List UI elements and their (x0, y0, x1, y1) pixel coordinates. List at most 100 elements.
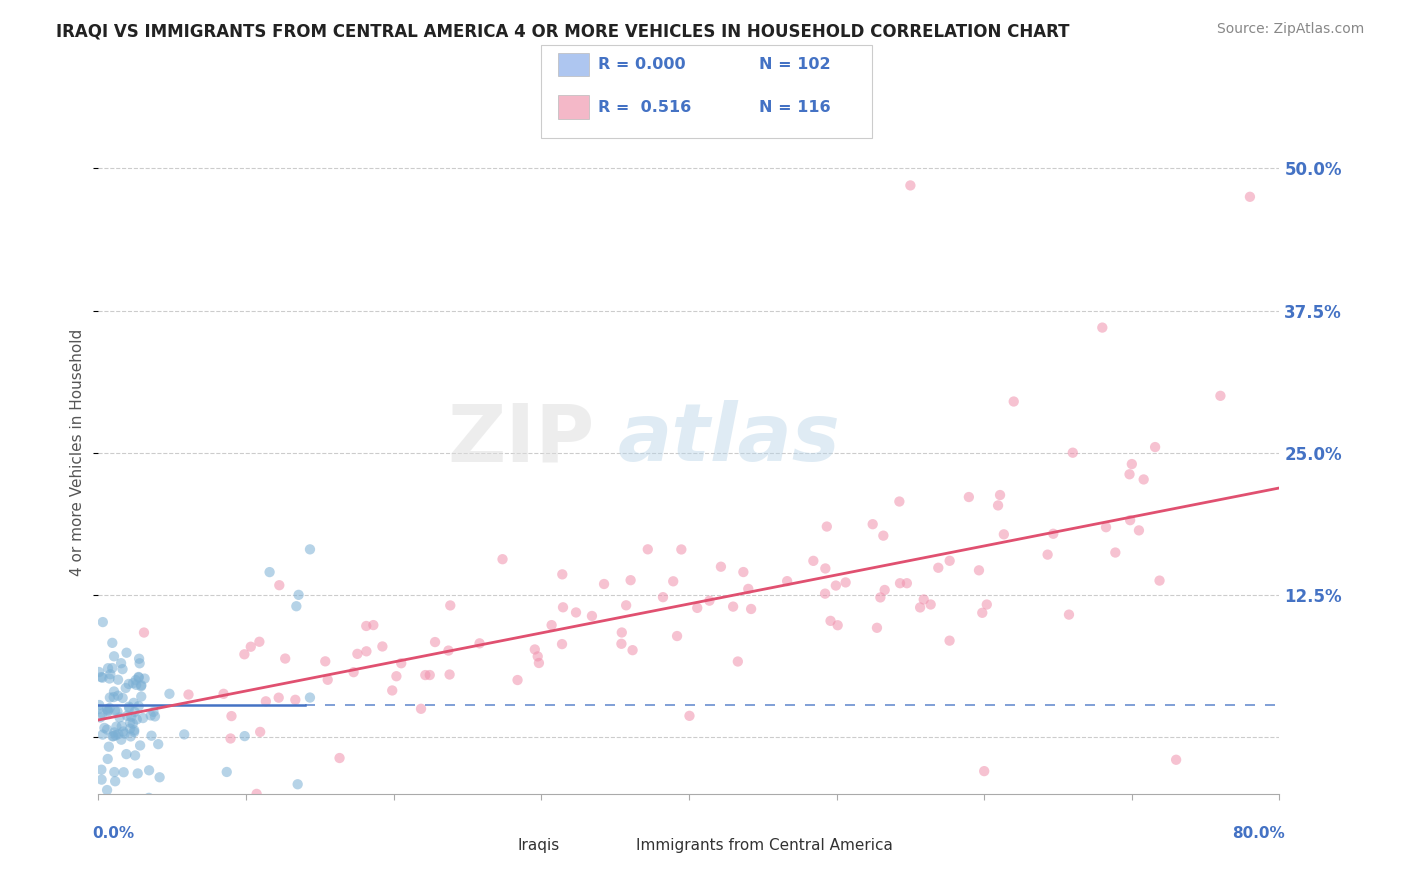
Point (721, 599, 744, 614)
Point (219, 731, 242, 746)
Point (298, 690, 321, 705)
Point (101, 730, 124, 744)
Point (972, 606, 994, 620)
Point (551, 567, 574, 582)
Text: Iraqis: Iraqis (517, 838, 560, 853)
Point (419, 668, 441, 682)
Point (637, 542, 659, 557)
Point (129, 739, 152, 753)
Point (149, 770, 172, 784)
Point (614, 599, 637, 613)
Point (1144, 440, 1167, 454)
Point (159, 687, 181, 701)
Text: 0.0%: 0.0% (93, 826, 135, 841)
Text: IRAQI VS IMMIGRANTS FROM CENTRAL AMERICA 4 OR MORE VEHICLES IN HOUSEHOLD CORRELA: IRAQI VS IMMIGRANTS FROM CENTRAL AMERICA… (56, 22, 1070, 40)
Point (90, 670, 112, 684)
Point (103, 725, 125, 739)
Point (1118, 467, 1140, 482)
Point (1209, 389, 1232, 403)
Point (900, 178, 922, 193)
Point (686, 600, 709, 615)
Point (132, 625, 155, 640)
Point (115, 747, 138, 761)
Point (233, 729, 256, 743)
Point (128, 657, 150, 671)
Bar (488, 837, 509, 854)
Point (98, 672, 121, 686)
Point (298, 542, 321, 557)
Point (988, 488, 1011, 502)
Point (1002, 394, 1025, 409)
Point (415, 668, 437, 682)
Point (973, 764, 995, 778)
Point (121, 716, 143, 731)
Point (120, 730, 142, 744)
Point (233, 648, 256, 662)
Point (91, 706, 114, 721)
Point (869, 591, 891, 605)
Point (652, 590, 675, 604)
Point (105, 797, 128, 812)
Point (267, 690, 290, 705)
Point (274, 651, 297, 665)
Point (107, 727, 129, 741)
Text: Source: ZipAtlas.com: Source: ZipAtlas.com (1216, 22, 1364, 37)
Point (872, 529, 894, 543)
Point (439, 667, 461, 681)
Bar (606, 837, 627, 854)
Point (363, 618, 385, 632)
Point (91, 615, 114, 629)
Point (385, 669, 408, 683)
Point (1057, 607, 1080, 622)
Point (710, 559, 733, 574)
Point (239, 640, 262, 654)
Point (138, 764, 160, 778)
Point (128, 699, 150, 714)
Point (328, 751, 350, 765)
Point (269, 578, 291, 592)
Text: 80.0%: 80.0% (1233, 826, 1285, 841)
Point (1121, 457, 1143, 471)
Point (1119, 513, 1142, 527)
Point (91, 671, 114, 685)
Point (101, 661, 124, 675)
Point (938, 554, 960, 568)
Point (740, 602, 762, 616)
Point (824, 578, 846, 592)
Point (920, 598, 942, 612)
Point (1166, 753, 1188, 767)
Point (342, 665, 364, 680)
Point (101, 636, 124, 650)
Point (259, 565, 281, 579)
Point (108, 710, 131, 724)
Point (114, 726, 136, 740)
Point (125, 678, 148, 692)
Point (1062, 446, 1084, 460)
Point (221, 709, 243, 723)
Point (551, 600, 574, 615)
Point (127, 766, 149, 780)
Point (610, 637, 633, 651)
Point (287, 777, 309, 791)
Point (89, 710, 111, 724)
Point (987, 499, 1010, 513)
Point (97, 661, 120, 675)
Point (110, 732, 132, 747)
Point (103, 765, 125, 780)
Point (122, 725, 145, 739)
Point (284, 693, 307, 707)
Point (737, 582, 759, 596)
Point (527, 656, 550, 670)
Point (776, 574, 799, 589)
Point (112, 765, 135, 780)
Point (1095, 520, 1118, 534)
Point (957, 490, 980, 504)
Point (733, 565, 755, 579)
Y-axis label: 4 or more Vehicles in Household: 4 or more Vehicles in Household (70, 329, 86, 576)
Point (97, 705, 120, 719)
Point (927, 561, 949, 575)
Point (96, 702, 118, 716)
Point (1128, 524, 1150, 538)
Point (801, 554, 824, 568)
Point (523, 642, 546, 657)
